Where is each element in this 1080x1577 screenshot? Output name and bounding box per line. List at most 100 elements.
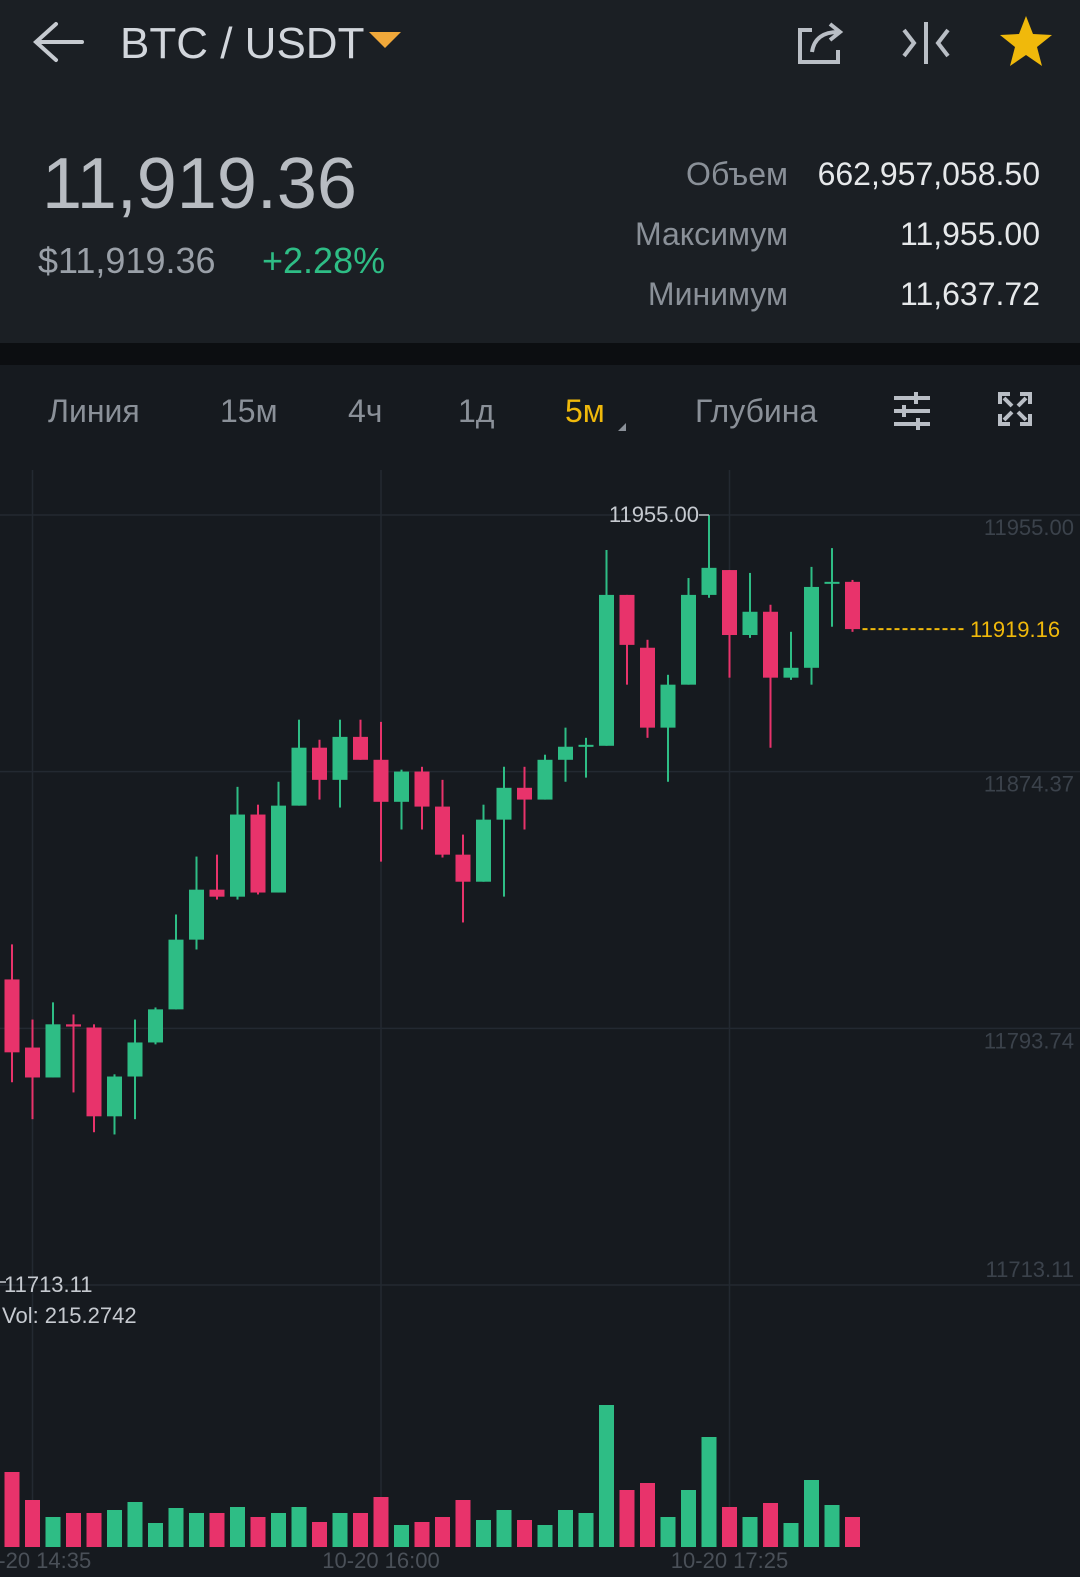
separator — [0, 343, 1080, 365]
candle-body — [701, 567, 717, 595]
chart-bg — [0, 365, 1080, 1577]
fullscreen-icon[interactable] — [998, 392, 1032, 426]
candle-body — [394, 771, 409, 802]
volume-bar — [414, 1522, 430, 1547]
candle-body — [763, 611, 778, 678]
y-tick-label: 11793.74 — [984, 1028, 1074, 1053]
volume-bar — [435, 1517, 450, 1547]
candle-body — [250, 814, 266, 893]
candle-body — [517, 787, 532, 800]
candle-body — [681, 594, 696, 685]
candle-body — [496, 787, 512, 820]
candle-body — [45, 1024, 61, 1078]
volume-label: Vol: 215.2742 — [2, 1303, 137, 1328]
candle-body — [332, 736, 348, 780]
x-tick-label: 10-20 14:35 — [0, 1548, 91, 1573]
volume-bar — [168, 1508, 184, 1547]
volume-bar — [660, 1517, 676, 1547]
stat-label: Максимум — [635, 216, 788, 252]
volume-bar — [4, 1472, 20, 1547]
candle-body — [558, 746, 573, 760]
last-price: 11,919.36 — [42, 144, 357, 224]
volume-bar — [230, 1507, 245, 1547]
volume-bar — [578, 1513, 594, 1547]
tab[interactable]: Глубина — [695, 393, 817, 429]
stat-label: Объем — [686, 156, 788, 192]
candle-body — [312, 747, 327, 780]
candle-body — [537, 759, 553, 800]
candle-body — [271, 805, 286, 893]
candle-body — [660, 684, 676, 728]
volume-bar — [271, 1513, 286, 1547]
stat-label: Минимум — [648, 276, 788, 312]
candle-body — [209, 889, 225, 897]
volume-bar — [66, 1513, 81, 1547]
back-button[interactable] — [33, 22, 84, 62]
candle-body — [4, 979, 20, 1053]
settings-icon[interactable] — [894, 392, 930, 430]
volume-bar — [86, 1513, 102, 1547]
volume-bar — [455, 1500, 471, 1547]
candle-body — [824, 581, 840, 584]
tab[interactable]: 1д — [458, 393, 495, 429]
pair-dropdown[interactable] — [369, 32, 401, 48]
high-label: 11955.00 — [609, 502, 699, 527]
volume-bar — [476, 1520, 491, 1547]
volume-bar — [537, 1525, 553, 1547]
candle-body — [353, 736, 368, 760]
favorite-star[interactable] — [1000, 16, 1052, 66]
volume-bar — [845, 1517, 860, 1547]
candle-body — [742, 611, 758, 636]
low-label: 11713.11 — [4, 1272, 93, 1297]
price-change: +2.28% — [262, 240, 385, 281]
candle-body — [845, 581, 860, 630]
stat-value: 11,955.00 — [900, 216, 1040, 252]
volume-bar — [373, 1497, 389, 1547]
candle-body — [455, 854, 471, 882]
volume-bar — [353, 1513, 368, 1547]
candle-body — [86, 1027, 102, 1117]
candle-body — [148, 1009, 163, 1043]
x-tick-label: 10-20 17:25 — [671, 1548, 788, 1573]
candle-body — [127, 1042, 143, 1077]
candle-body — [168, 939, 184, 1010]
volume-bar — [189, 1513, 204, 1547]
volume-bar — [25, 1500, 40, 1547]
volume-bar — [107, 1510, 122, 1547]
candle-body — [783, 667, 799, 678]
tab[interactable]: Линия — [48, 393, 140, 429]
volume-bar — [312, 1522, 327, 1547]
candle-body — [230, 814, 245, 897]
volume-bar — [742, 1517, 758, 1547]
candle-body — [599, 594, 614, 746]
compare-icon[interactable] — [902, 22, 950, 64]
stats: Объем 662,957,058.50 Максимум 11,955.00 Мини… — [635, 156, 1040, 312]
candle-body — [804, 586, 819, 668]
pair-title[interactable]: BTC / USDT — [120, 19, 364, 68]
volume-bar — [640, 1483, 655, 1547]
share-icon[interactable] — [798, 22, 844, 64]
volume-bar — [250, 1517, 266, 1547]
volume-bar — [681, 1490, 696, 1547]
chart: 11955.00 11874.37 11793.74 11713.11 10-20 14… — [0, 470, 1080, 1573]
candle-body — [66, 1024, 81, 1027]
volume-bar — [394, 1525, 409, 1547]
volume-bar — [127, 1502, 143, 1547]
volume-bar — [619, 1490, 635, 1547]
volume-bar — [722, 1507, 737, 1547]
tab[interactable]: 15м — [220, 393, 278, 429]
y-tick-label: 11713.11 — [986, 1257, 1075, 1282]
volume-bar — [804, 1480, 819, 1547]
volume-bar — [496, 1510, 512, 1547]
volume-bar — [701, 1437, 717, 1547]
volume-bar — [783, 1523, 799, 1547]
tab[interactable]: 4ч — [348, 393, 382, 429]
candle-body — [107, 1076, 122, 1117]
y-tick-label: 11955.00 — [984, 515, 1074, 540]
stat-value: 662,957,058.50 — [818, 156, 1040, 192]
stat-value: 11,637.72 — [900, 276, 1040, 312]
tab[interactable]: 5м — [565, 393, 605, 429]
tabs: Линия 15м 4ч 1д 5м Глубина — [48, 393, 817, 429]
volume-bar — [763, 1503, 778, 1547]
tab-dropdown — [618, 423, 626, 431]
